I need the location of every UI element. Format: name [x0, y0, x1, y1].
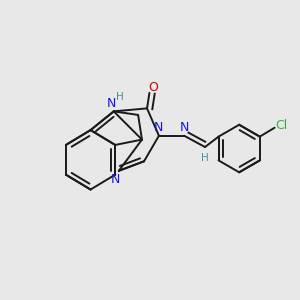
Text: N: N	[154, 121, 164, 134]
Text: N: N	[111, 173, 121, 186]
Text: H: H	[201, 153, 209, 163]
Text: N: N	[179, 121, 189, 134]
Text: Cl: Cl	[275, 119, 287, 132]
Text: N: N	[107, 97, 116, 110]
Text: H: H	[116, 92, 124, 102]
Text: O: O	[148, 81, 158, 94]
